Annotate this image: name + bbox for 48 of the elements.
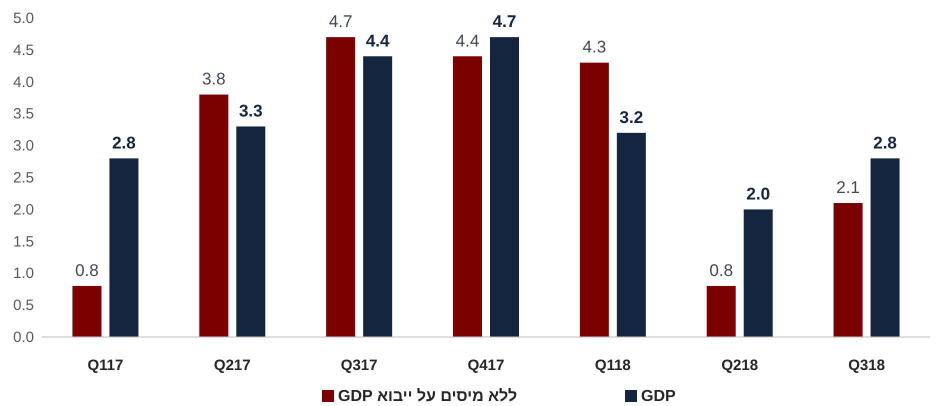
x-tick-label: Q218 [721, 357, 758, 374]
text: 0.8 [75, 260, 99, 280]
text: 2.0 [746, 184, 770, 204]
bar [616, 132, 646, 337]
y-tick-label: 4.0 [13, 74, 34, 91]
bar [236, 126, 266, 337]
bar [490, 37, 519, 337]
text: 2.8 [112, 133, 136, 152]
text: 3.2 [620, 108, 644, 127]
bar [834, 203, 863, 337]
text: 2.8 [873, 133, 897, 152]
y-tick-label: 3.0 [13, 138, 34, 155]
text: 4.3 [582, 38, 606, 57]
y-tick-label: 2.5 [13, 170, 34, 186]
y-tick-label: 5.0 [13, 10, 34, 27]
x-tick-label: Q318 [848, 357, 885, 374]
x-tick-label: Q217 [214, 357, 251, 374]
bar [109, 158, 138, 337]
bar [706, 286, 736, 337]
y-tick-label: 0.5 [13, 297, 34, 314]
text: 3.3 [238, 101, 263, 120]
text: 3.8 [202, 70, 226, 89]
x-tick-label: Q117 [87, 357, 124, 374]
text: 0.8 [709, 260, 734, 280]
bar [199, 94, 228, 337]
bar [363, 56, 392, 337]
y-tick-label: 3.5 [13, 106, 34, 123]
y-tick-label: 1.0 [13, 265, 34, 282]
bar [870, 158, 900, 337]
bar [744, 209, 773, 337]
text: 4.7 [328, 12, 352, 32]
bar [326, 37, 356, 337]
legend-label: ללא מיסים על ייבוא GDP [338, 387, 518, 405]
x-tick-label: Q317 [340, 357, 378, 374]
y-tick-label: 1.5 [13, 233, 34, 250]
text: 4.7 [492, 12, 516, 32]
text: 4.4 [366, 31, 390, 50]
text: 4.4 [456, 31, 480, 50]
y-tick-label: 4.5 [13, 42, 34, 59]
y-tick-label: 0.0 [13, 329, 34, 346]
y-tick-label: 2.0 [13, 201, 34, 218]
bar [453, 56, 482, 337]
x-tick-label: Q118 [594, 357, 631, 374]
bar [72, 286, 102, 337]
text: 2.1 [836, 178, 860, 198]
bar [580, 62, 609, 337]
legend-label: GDP [641, 388, 676, 405]
x-tick-label: Q417 [468, 357, 504, 374]
